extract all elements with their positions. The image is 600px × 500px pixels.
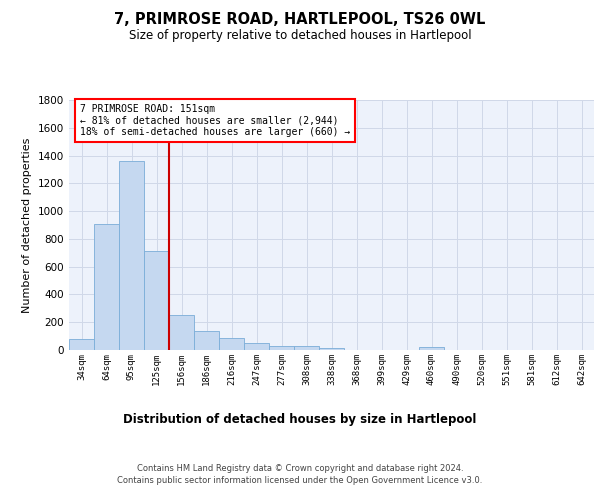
Text: 7 PRIMROSE ROAD: 151sqm
← 81% of detached houses are smaller (2,944)
18% of semi: 7 PRIMROSE ROAD: 151sqm ← 81% of detache…: [79, 104, 350, 137]
Bar: [69, 338, 94, 350]
Y-axis label: Number of detached properties: Number of detached properties: [22, 138, 32, 312]
Bar: [94, 224, 119, 350]
Bar: [269, 346, 294, 350]
Bar: [319, 348, 344, 350]
Text: 7, PRIMROSE ROAD, HARTLEPOOL, TS26 0WL: 7, PRIMROSE ROAD, HARTLEPOOL, TS26 0WL: [115, 12, 485, 28]
Text: Size of property relative to detached houses in Hartlepool: Size of property relative to detached ho…: [128, 29, 472, 42]
Text: Contains public sector information licensed under the Open Government Licence v3: Contains public sector information licen…: [118, 476, 482, 485]
Bar: [294, 346, 319, 350]
Text: Distribution of detached houses by size in Hartlepool: Distribution of detached houses by size …: [124, 412, 476, 426]
Bar: [244, 343, 269, 350]
Bar: [144, 252, 169, 350]
Bar: [119, 161, 144, 350]
Bar: [169, 316, 194, 350]
Bar: [419, 347, 444, 350]
Bar: [219, 338, 244, 350]
Text: Contains HM Land Registry data © Crown copyright and database right 2024.: Contains HM Land Registry data © Crown c…: [137, 464, 463, 473]
Bar: [194, 330, 219, 350]
